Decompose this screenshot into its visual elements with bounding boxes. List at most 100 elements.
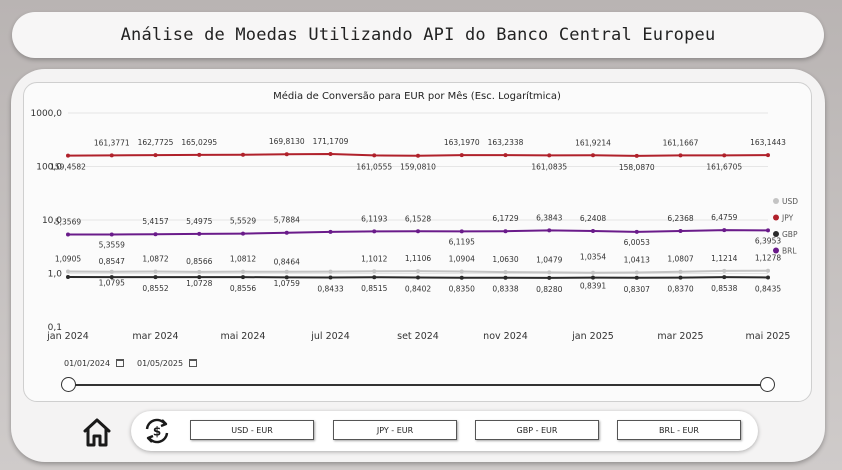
data-point-brl — [241, 231, 245, 236]
data-point-gbp — [503, 275, 508, 280]
x-tick-label: jan 2024 — [46, 331, 89, 342]
refresh-button[interactable]: $ — [141, 415, 173, 447]
data-label-jpy: 161,1667 — [663, 138, 699, 147]
y-tick-label: 1,0 — [48, 270, 63, 280]
data-label-brl: 6,3843 — [536, 213, 562, 222]
brl-eur-button[interactable]: BRL - EUR — [617, 420, 741, 440]
start-date-filter[interactable]: 01/01/2024 — [64, 356, 125, 370]
x-tick-label: mar 2025 — [657, 331, 703, 342]
data-label-jpy: 163,1443 — [750, 138, 786, 147]
end-date-filter[interactable]: 01/05/2025 — [137, 356, 198, 370]
data-label-usd: 1,1012 — [361, 254, 387, 263]
data-label-usd: 1,0479 — [536, 255, 562, 264]
legend-label-brl: BRL — [782, 247, 797, 256]
data-point-brl — [372, 229, 377, 234]
data-point-jpy — [678, 153, 683, 158]
header-bar: Análise de Moedas Utilizando API do Banc… — [12, 12, 824, 58]
date-range-end-handle[interactable] — [760, 377, 775, 392]
home-button[interactable] — [79, 414, 115, 450]
data-label-gbp: 0,8547 — [99, 257, 125, 266]
data-label-jpy: 171,1709 — [313, 137, 349, 146]
data-point-usd — [328, 269, 333, 274]
data-point-usd — [678, 269, 683, 274]
x-tick-label: mar 2024 — [132, 331, 178, 342]
date-range-slider-track[interactable] — [68, 384, 768, 386]
data-point-usd — [547, 270, 552, 275]
data-point-brl — [766, 228, 770, 233]
data-point-usd — [153, 269, 158, 274]
data-label-usd: 1,1214 — [711, 254, 737, 263]
data-label-gbp: 0,8338 — [492, 285, 518, 294]
data-point-jpy — [328, 152, 333, 157]
data-point-gbp — [634, 275, 639, 280]
legend-label-gbp: GBP — [782, 230, 798, 239]
data-label-usd: 1,0630 — [492, 255, 518, 264]
data-point-gbp — [66, 275, 70, 280]
data-label-gbp: 0,8391 — [580, 282, 606, 291]
data-point-jpy — [66, 153, 70, 158]
calendar-icon[interactable] — [116, 359, 125, 367]
data-point-brl — [503, 229, 508, 234]
data-point-gbp — [328, 275, 333, 280]
usd-eur-button[interactable]: USD - EUR — [190, 420, 314, 440]
data-label-brl: 6,4759 — [711, 213, 737, 222]
data-label-usd: 1,0905 — [55, 254, 81, 263]
data-label-jpy: 169,8130 — [269, 137, 305, 146]
data-point-brl — [547, 228, 552, 233]
data-point-usd — [241, 269, 245, 274]
start-date-value: 01/01/2024 — [64, 358, 111, 368]
y-tick-label: 10,0 — [42, 216, 62, 226]
data-label-usd: 1,0354 — [580, 253, 606, 262]
data-label-jpy: 159,4582 — [50, 163, 86, 172]
data-label-brl: 5,4975 — [186, 217, 212, 226]
data-label-usd: 1,0759 — [274, 279, 300, 288]
data-point-usd — [766, 268, 770, 273]
data-point-gbp — [284, 275, 289, 280]
data-label-brl: 5,4157 — [142, 217, 168, 226]
data-point-brl — [153, 232, 158, 237]
data-point-gbp — [766, 275, 770, 280]
data-point-usd — [634, 270, 639, 275]
data-point-gbp — [591, 275, 595, 280]
data-label-usd: 1,1106 — [405, 254, 431, 263]
data-label-brl: 6,3953 — [755, 236, 781, 245]
x-tick-label: nov 2024 — [483, 331, 528, 342]
data-point-brl — [678, 228, 683, 233]
data-point-gbp — [459, 275, 464, 280]
data-point-brl — [197, 231, 202, 236]
data-point-brl — [328, 229, 333, 234]
x-tick-label: mai 2024 — [221, 331, 266, 342]
svg-text:$: $ — [153, 425, 161, 439]
data-label-gbp: 0,8538 — [711, 284, 737, 293]
data-label-brl: 6,1528 — [405, 214, 431, 223]
y-tick-label: 100,0 — [36, 163, 62, 173]
x-tick-label: jan 2025 — [571, 331, 614, 342]
data-label-brl: 6,1195 — [449, 237, 475, 246]
data-point-usd — [109, 269, 114, 274]
data-label-gbp: 0,8552 — [142, 284, 168, 293]
data-label-jpy: 165,0295 — [181, 138, 217, 147]
gbp-eur-button[interactable]: GBP - EUR — [475, 420, 599, 440]
data-point-brl — [416, 229, 420, 234]
data-label-brl: 5,3559 — [99, 241, 125, 250]
data-point-usd — [591, 270, 595, 275]
data-point-jpy — [416, 153, 420, 158]
data-label-gbp: 0,8556 — [230, 284, 256, 293]
home-icon — [83, 418, 111, 447]
data-point-brl — [722, 228, 727, 233]
data-point-jpy — [591, 153, 595, 158]
data-point-usd — [416, 269, 420, 274]
data-point-usd — [722, 268, 727, 273]
data-point-usd — [459, 269, 464, 274]
data-label-jpy: 161,6705 — [706, 162, 742, 171]
jpy-eur-button[interactable]: JPY - EUR — [333, 420, 457, 440]
data-label-gbp: 0,8307 — [624, 285, 650, 294]
legend-marker-usd — [773, 198, 779, 204]
data-point-gbp — [241, 275, 245, 280]
legend-marker-gbp — [773, 231, 779, 237]
calendar-icon[interactable] — [189, 359, 198, 367]
data-label-brl: 6,2408 — [580, 214, 606, 223]
date-range-start-handle[interactable] — [61, 377, 76, 392]
data-point-gbp — [416, 275, 420, 280]
